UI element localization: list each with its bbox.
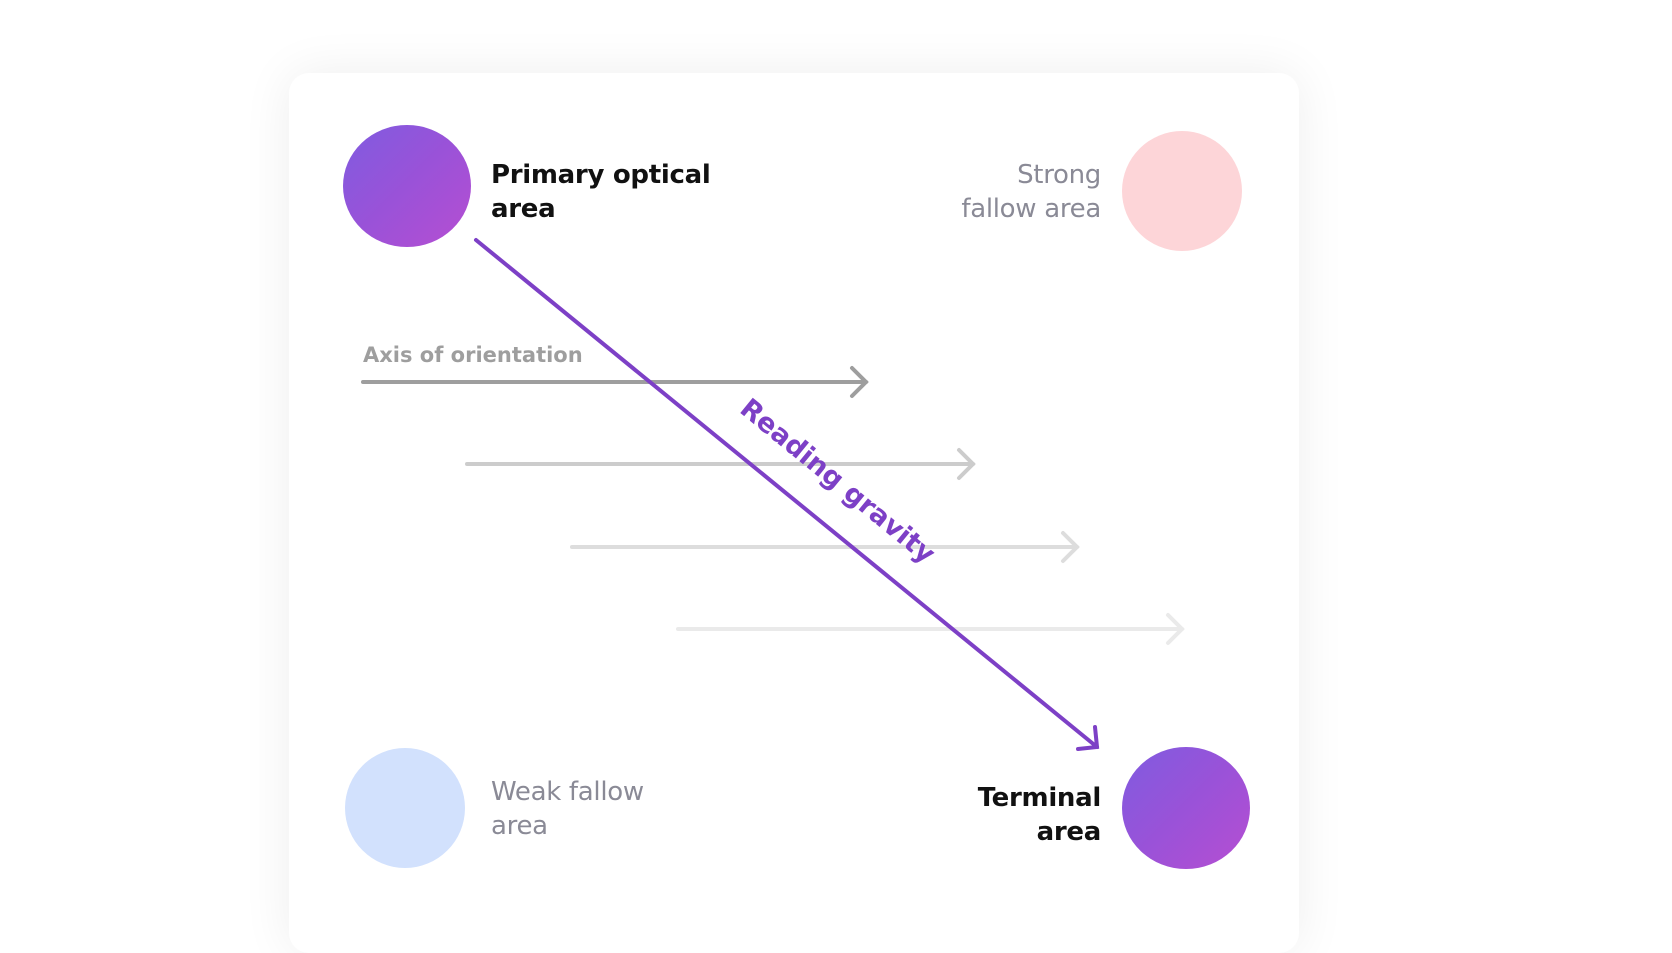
label-line: area (1036, 817, 1102, 847)
axis-arrow-2 (465, 448, 976, 480)
label-line: Primary optical (491, 160, 711, 190)
terminal-area-circle (1122, 747, 1250, 869)
terminal-area-label: Terminal area (977, 781, 1102, 849)
reading-gravity-label: Reading gravity (734, 393, 941, 571)
label-line: area (491, 811, 548, 841)
label-line: Weak fallow (491, 777, 644, 807)
label-line: Terminal (977, 783, 1102, 813)
label-line: Strong (1017, 160, 1101, 190)
axis-arrow-3 (570, 531, 1080, 563)
strong-fallow-area-label: Strong fallow area (961, 158, 1101, 226)
axis-arrow-4 (676, 613, 1185, 645)
label-line: fallow area (961, 194, 1101, 224)
axis-arrow-1 (361, 366, 869, 398)
axis-of-orientation-label: Axis of orientation (363, 343, 583, 367)
arrows-layer: Reading gravity (361, 238, 1185, 751)
label-line: area (491, 194, 556, 224)
primary-optical-area-label: Primary optical area (491, 158, 711, 226)
reading-gravity-arrow (474, 238, 1100, 751)
weak-fallow-area-circle (345, 748, 465, 868)
strong-fallow-area-circle (1122, 131, 1242, 251)
weak-fallow-area-label: Weak fallow area (491, 775, 644, 843)
primary-optical-area-circle (343, 125, 471, 247)
